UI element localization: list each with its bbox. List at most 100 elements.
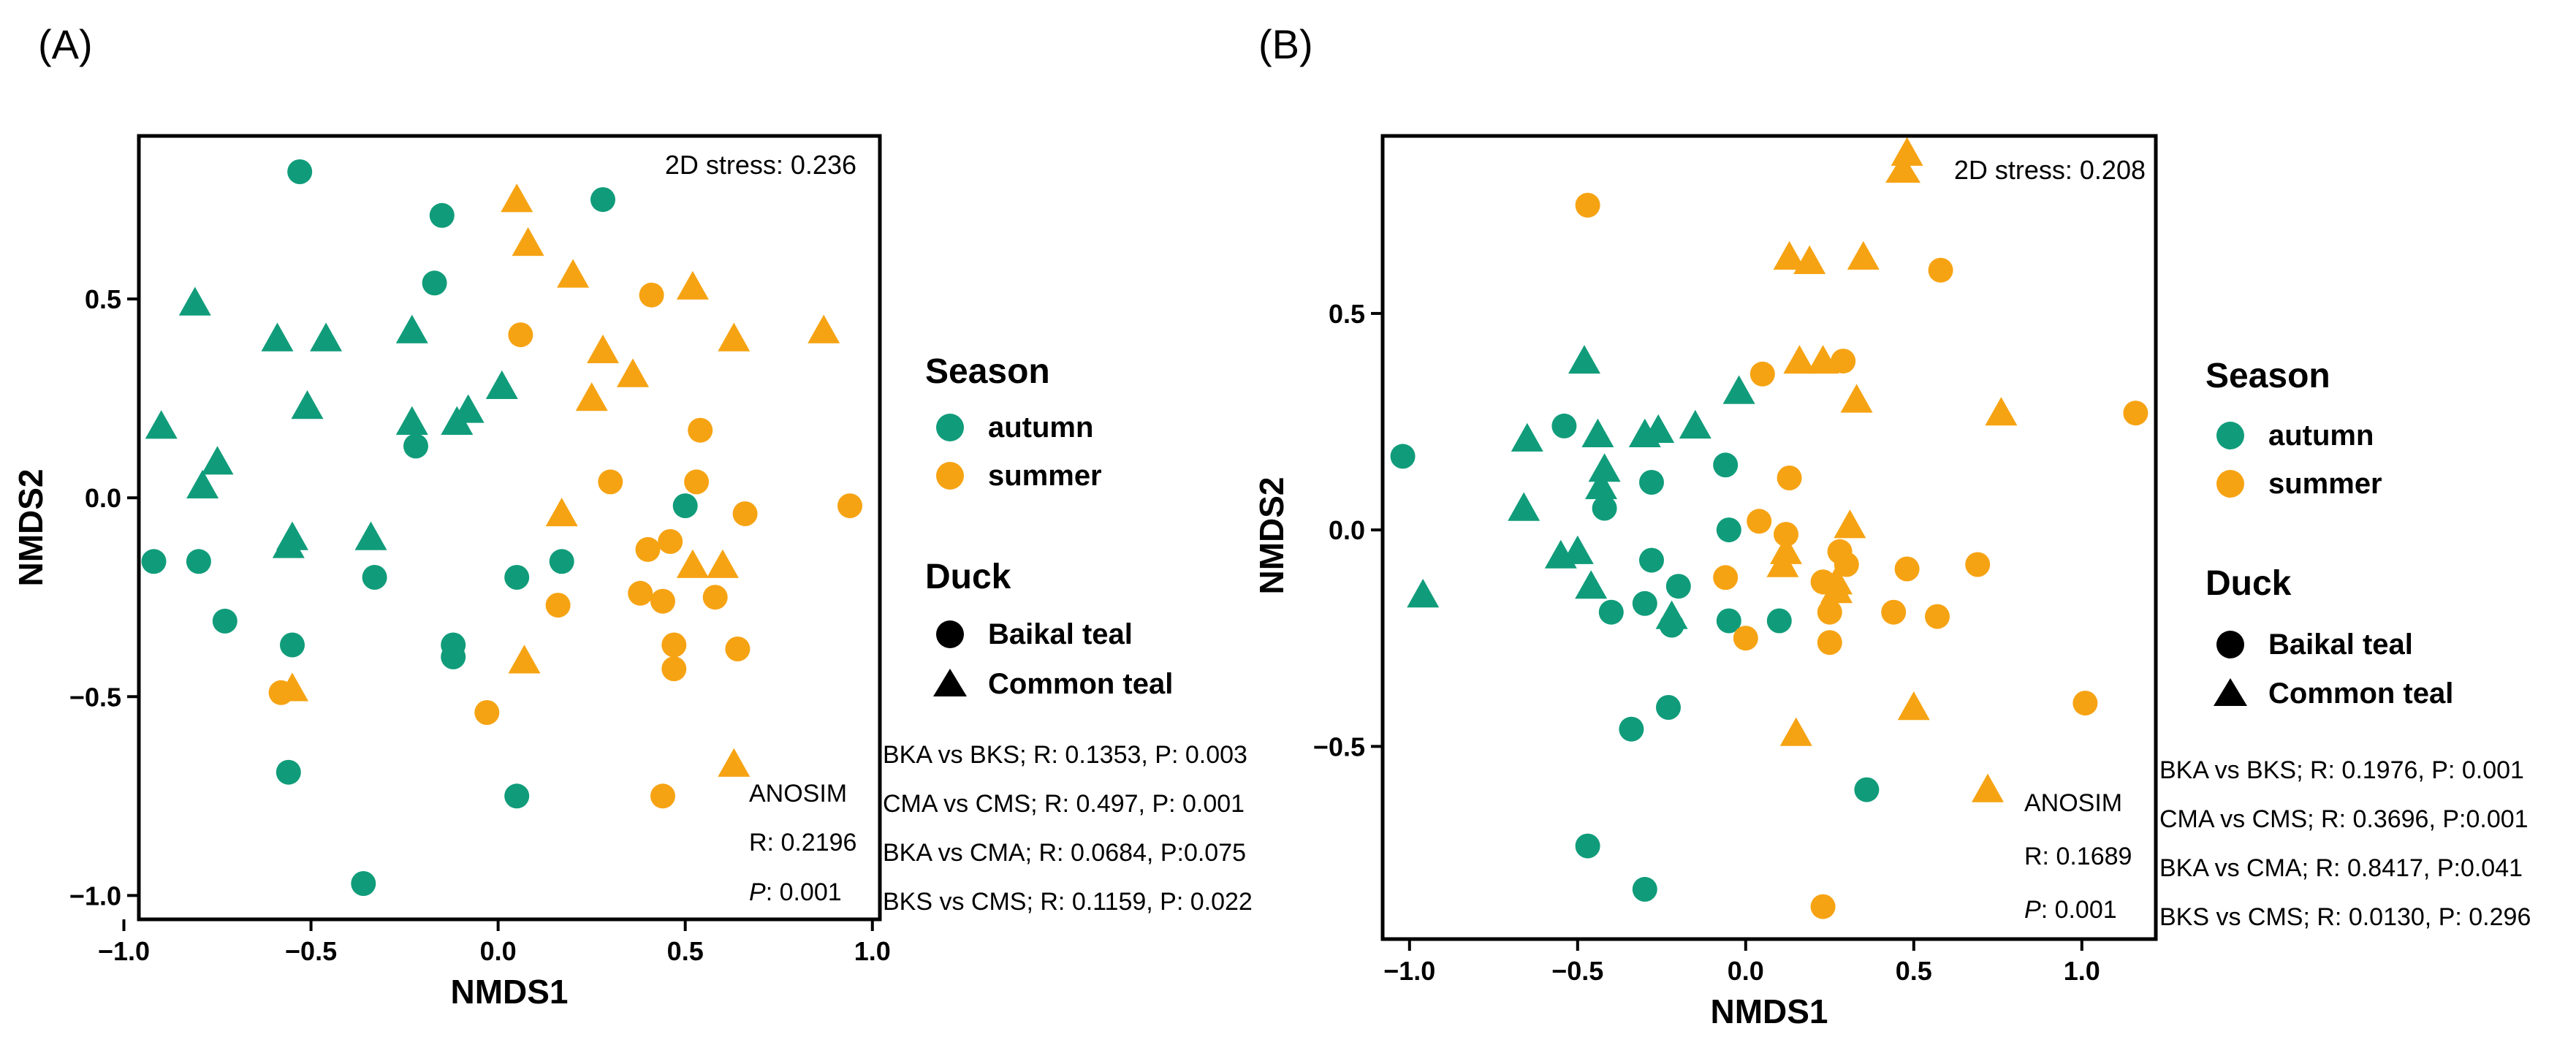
panel-b-x-axis: −1.0 −0.5 0.0 0.5 1.0: [1383, 939, 2100, 986]
panel-b-point-autumn-circle-5: [1713, 452, 1739, 478]
panel-b-point-summer-circle-3: [2123, 400, 2148, 426]
panel-b-point-autumn-circle-13: [1766, 608, 1792, 634]
panel-a-point-summer-triangle-11: [676, 549, 709, 578]
panel-b-legend-autumn: autumn: [2268, 419, 2374, 452]
panel-a-legend-baikal: Baikal teal: [988, 618, 1133, 650]
panel-b-point-autumn-circle-17: [1575, 833, 1600, 859]
panel-a-point-summer-triangle-2: [512, 227, 544, 257]
panel-a-legend-common: Common teal: [988, 668, 1173, 700]
panel-a-xlabel: NMDS1: [450, 973, 568, 1011]
panel-a-point-summer-triangle-9: [575, 382, 608, 411]
panel-a-point-autumn-circle-7: [186, 549, 211, 574]
panel-b-anosim-r: R: 0.1689: [2024, 843, 2132, 870]
panel-a-point-autumn-triangle-15: [354, 521, 387, 550]
panel-a-point-summer-circle-10: [702, 585, 728, 610]
panel-a-point-summer-triangle-7: [587, 334, 619, 363]
panel-a-point-autumn-circle-3: [429, 202, 455, 228]
panel-b-y-tick-label-1: −0.5: [1313, 732, 1365, 761]
panel-a-plot: −1.0 −0.5 0.0 0.5 1.0 −1.0 −0.5 0.0 0.5: [69, 134, 891, 966]
panel-b-point-summer-triangle-3: [1793, 245, 1826, 274]
panel-a-point-autumn-circle-15: [672, 493, 698, 519]
panel-b-point-autumn-circle-3: [1592, 495, 1617, 521]
panel-a: (A) −1.0 −0.5 0.0 0.5 1.0 −1.0 −0.5 0.0 0.5 2D …: [12, 21, 1253, 1011]
panel-b-anosim-p-value: : 0.001: [2041, 896, 2117, 924]
panel-b-legend-summer-key: [2216, 470, 2244, 498]
panel-a-point-summer-triangle-13: [508, 645, 541, 674]
panel-a-point-autumn-circle-10: [362, 565, 387, 590]
panel-a-point-autumn-triangle-12: [186, 469, 219, 498]
panel-b-legend-autumn-key: [2216, 422, 2244, 449]
panel-b-point-autumn-triangle-3: [1508, 492, 1540, 521]
panel-b-point-autumn-circle-15: [1656, 695, 1681, 720]
panel-b-point-autumn-circle-8: [1665, 574, 1691, 599]
panel-b-point-autumn-circle-4: [1639, 470, 1664, 495]
panel-a-x-tick-label-2: −0.5: [285, 936, 337, 966]
panel-b-label: (B): [1258, 21, 1313, 67]
panel-a-points: [141, 159, 862, 896]
panel-a-point-summer-circle-17: [650, 783, 675, 809]
panel-b-point-autumn-triangle-9: [1642, 414, 1675, 443]
panel-a-comparison-1: BKA vs BKS; R: 0.1353, P: 0.003: [883, 741, 1247, 769]
panel-b-point-autumn-circle-16: [1854, 777, 1880, 802]
panel-a-point-autumn-triangle-1: [178, 286, 211, 316]
panel-b-point-summer-circle-9: [1713, 565, 1739, 590]
panel-b-point-summer-triangle-8: [1840, 384, 1873, 413]
panel-a-x-tick-label-5: 1.0: [854, 936, 891, 966]
panel-b-point-summer-circle-5: [1831, 349, 1856, 374]
panel-b-point-autumn-triangle-14: [1575, 570, 1608, 599]
panel-b-point-summer-circle-11: [1834, 552, 1859, 577]
panel-b-plot: −1.0 −0.5 0.0 0.5 1.0 −0.5 0.0 0.5: [1313, 134, 2158, 986]
panel-b-comparison-4: BKS vs CMS; R: 0.0130, P: 0.296: [2159, 903, 2531, 931]
panel-a-x-axis: −1.0 −0.5 0.0 0.5 1.0: [98, 919, 891, 966]
panel-b-point-autumn-circle-9: [1598, 599, 1624, 625]
panel-b-anosim-p-label: P: [2024, 896, 2041, 924]
panel-a-point-summer-circle-13: [661, 632, 687, 658]
panel-a-point-summer-circle-18: [837, 493, 862, 519]
panel-a-anosim-p-label: P: [749, 878, 766, 906]
panel-b-x-tick-label-5: 1.0: [2064, 956, 2100, 986]
panel-b-point-summer-circle-21: [1810, 894, 1836, 919]
panel-a-point-autumn-circle-18: [504, 783, 530, 809]
panel-b-point-summer-circle-13: [1965, 552, 1991, 577]
panel-a-point-autumn-triangle-9: [485, 370, 518, 399]
panel-a-stress: 2D stress: 0.236: [665, 150, 856, 180]
panel-b-point-autumn-triangle-6: [1588, 453, 1621, 482]
panel-a-point-autumn-circle-12: [441, 644, 466, 669]
panel-b-point-summer-triangle-7: [1806, 345, 1839, 374]
panel-a-legend-common-key: [933, 669, 967, 696]
panel-b-point-summer-triangle-13: [1820, 574, 1853, 604]
panel-a-point-summer-triangle-3: [557, 259, 590, 288]
panel-b-legend-baikal-key: [2216, 631, 2244, 658]
panel-a-x-tick-label-1: −1.0: [98, 936, 150, 966]
panel-a-comparison-4: BKS vs CMS; R: 0.1159, P: 0.022: [883, 888, 1253, 916]
panel-a-point-autumn-triangle-2: [261, 322, 294, 352]
panel-b-point-autumn-triangle-13: [1561, 535, 1594, 564]
panel-b-point-autumn-circle-1: [1390, 444, 1416, 469]
panel-a-point-autumn-circle-17: [351, 871, 376, 896]
panel-a-point-autumn-triangle-6: [395, 406, 428, 435]
panel-a-legend-baikal-key: [936, 620, 964, 648]
panel-b-point-summer-triangle-1: [1891, 137, 1923, 166]
panel-a-point-summer-triangle-6: [718, 322, 751, 352]
panel-a-point-autumn-circle-8: [212, 608, 238, 634]
panel-a-point-summer-triangle-12: [706, 549, 739, 578]
panel-b-point-summer-circle-16: [1925, 604, 1950, 629]
panel-a-point-summer-circle-12: [725, 637, 751, 661]
panel-a-point-autumn-circle-9: [280, 632, 305, 658]
panel-a-point-summer-triangle-4: [676, 270, 709, 300]
panel-a-point-summer-circle-8: [628, 580, 653, 606]
panel-b-y-axis: −0.5 0.0 0.5: [1313, 299, 1383, 761]
panel-a-point-summer-triangle-15: [276, 672, 308, 702]
panel-a-point-autumn-circle-14: [549, 549, 574, 574]
panel-a-point-summer-circle-1: [508, 322, 533, 348]
panel-b-legend-season-title: Season: [2205, 357, 2330, 395]
panel-b-xlabel: NMDS1: [1710, 992, 1828, 1030]
panel-a-point-summer-circle-2: [639, 282, 664, 308]
panel-a-y-axis: −1.0 −0.5 0.0 0.5: [69, 284, 139, 911]
panel-b-point-autumn-circle-2: [1551, 413, 1577, 438]
panel-b-point-summer-triangle-14: [1779, 717, 1812, 746]
panel-b-legend-duck-title: Duck: [2205, 564, 2292, 603]
panel-a-anosim-r: R: 0.2196: [749, 829, 856, 856]
panel-a-point-autumn-triangle-5: [395, 314, 428, 343]
panel-b-point-summer-triangle-11: [1766, 548, 1799, 577]
